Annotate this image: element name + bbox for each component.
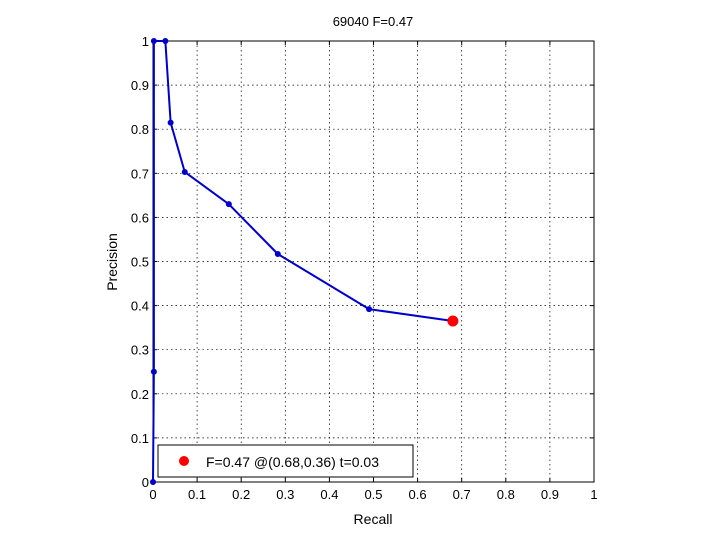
x-tick-label: 0.1 bbox=[188, 487, 206, 502]
y-tick-label: 0.7 bbox=[131, 166, 149, 181]
y-tick-label: 0.2 bbox=[131, 387, 149, 402]
y-tick-label: 0.9 bbox=[131, 78, 149, 93]
y-tick-label: 0 bbox=[142, 475, 149, 490]
pr-curve-point bbox=[366, 306, 373, 313]
y-tick-label: 1 bbox=[142, 34, 149, 49]
pr-curve-point bbox=[225, 201, 232, 208]
legend-label: F=0.47 @(0.68,0.36) t=0.03 bbox=[206, 454, 379, 470]
best-f-point bbox=[447, 315, 459, 327]
y-tick-label: 0.6 bbox=[131, 210, 149, 225]
x-tick-label: 1 bbox=[590, 487, 597, 502]
x-tick-label: 0.8 bbox=[497, 487, 515, 502]
y-tick-label: 0.5 bbox=[131, 255, 149, 270]
pr-curve-point bbox=[167, 119, 174, 126]
y-tick-label: 0.1 bbox=[131, 431, 149, 446]
x-tick-label: 0.3 bbox=[276, 487, 294, 502]
pr-curve-point bbox=[274, 251, 281, 258]
y-axis-label: Precision bbox=[104, 233, 120, 291]
pr-curve-line bbox=[152, 40, 454, 483]
x-tick-label: 0 bbox=[149, 487, 156, 502]
pr-curve-point bbox=[162, 38, 169, 44]
y-tick-label: 0.3 bbox=[131, 343, 149, 358]
x-tick-label: 0.7 bbox=[453, 487, 471, 502]
series-group bbox=[150, 38, 459, 485]
pr-curve-point bbox=[150, 479, 156, 485]
legend: F=0.47 @(0.68,0.36) t=0.03 bbox=[157, 444, 414, 478]
chart-title: 69040 F=0.47 bbox=[333, 14, 414, 29]
pr-curve-point bbox=[150, 38, 157, 44]
x-tick-label: 0.2 bbox=[232, 487, 250, 502]
axis-ticks: 0 0.1 0.2 0.3 0.4 0.5 0.6 0.7 0.8 0.9 1 0 0.1 0.2 0.3 0… bbox=[131, 34, 598, 502]
pr-curve-point bbox=[181, 168, 188, 175]
grid bbox=[153, 41, 594, 482]
y-tick-label: 0.8 bbox=[131, 122, 149, 137]
x-tick-label: 0.5 bbox=[364, 487, 382, 502]
x-tick-label: 0.6 bbox=[409, 487, 427, 502]
legend-box bbox=[157, 444, 414, 478]
x-tick-label: 0.4 bbox=[320, 487, 338, 502]
legend-marker bbox=[179, 456, 189, 466]
x-axis-label: Recall bbox=[354, 511, 393, 527]
x-tick-label: 0.9 bbox=[541, 487, 559, 502]
pr-curve-point bbox=[150, 368, 157, 375]
y-tick-label: 0.4 bbox=[131, 299, 149, 314]
